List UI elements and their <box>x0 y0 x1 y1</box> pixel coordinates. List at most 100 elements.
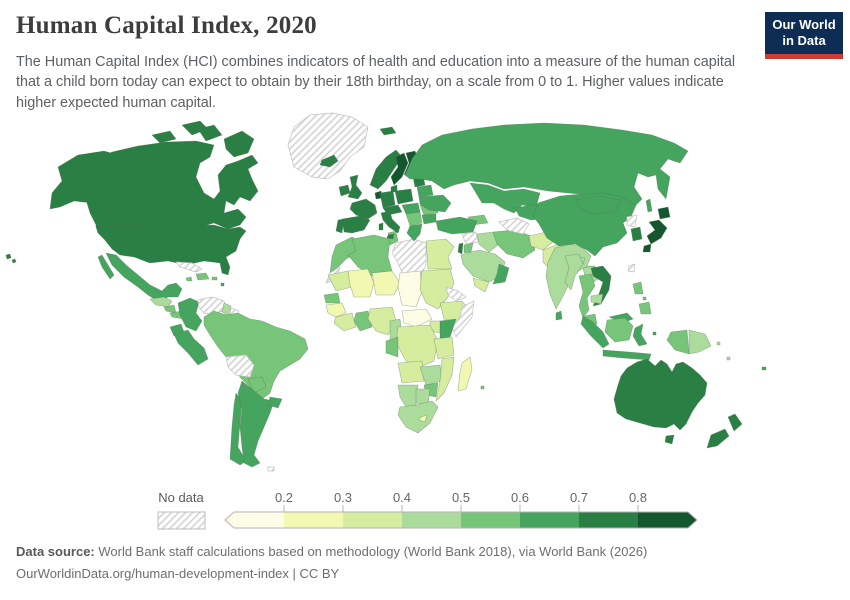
legend-bin-8[interactable] <box>638 512 697 528</box>
country-cote-divoire-liberia[interactable] <box>333 312 357 332</box>
country-myanmar[interactable] <box>564 253 584 291</box>
country-sri-lanka[interactable] <box>555 310 563 321</box>
country-hawaii-dot[interactable] <box>5 253 12 260</box>
country-bulgaria[interactable] <box>421 213 437 225</box>
country-south-africa[interactable] <box>397 400 439 434</box>
country-niger[interactable] <box>371 270 401 296</box>
country-iceland[interactable] <box>319 154 339 168</box>
country-cuba-nodata[interactable] <box>175 261 203 273</box>
country-canada-arctic-island-1[interactable] <box>151 130 177 144</box>
country-new-guinea-west[interactable] <box>666 329 690 355</box>
country-egypt[interactable] <box>425 238 455 270</box>
country-sicily[interactable] <box>386 233 395 240</box>
country-japan-honshu[interactable] <box>646 219 668 245</box>
world-map[interactable] <box>0 105 850 490</box>
country-ireland[interactable] <box>338 184 351 197</box>
country-tanzania[interactable] <box>433 336 455 360</box>
country-new-zealand-north[interactable] <box>727 413 743 432</box>
country-indonesia-borneo[interactable] <box>604 317 634 343</box>
country-guatemala-honduras[interactable] <box>149 296 173 308</box>
country-indonesia-sulawesi[interactable] <box>632 323 648 347</box>
country-ukraine[interactable] <box>418 194 452 213</box>
country-taiwan-nodata[interactable] <box>627 263 636 273</box>
country-philippines-mindanao[interactable] <box>638 301 652 315</box>
country-mexico[interactable] <box>105 252 183 302</box>
country-venezuela-nodata[interactable] <box>197 296 227 316</box>
country-japan-kyushu[interactable] <box>642 243 652 253</box>
country-mongolia[interactable] <box>575 195 622 215</box>
country-paraguay[interactable] <box>247 376 267 394</box>
country-ghana-togo-benin[interactable] <box>353 310 373 332</box>
country-australia[interactable] <box>613 358 708 431</box>
country-lesotho[interactable] <box>418 414 428 423</box>
country-vanuatu[interactable] <box>726 356 731 361</box>
country-iraq[interactable] <box>476 231 500 253</box>
country-mexico-baja[interactable] <box>97 254 115 280</box>
country-indonesia-java[interactable] <box>602 349 652 361</box>
country-chile[interactable] <box>229 392 247 466</box>
country-bolivia-nodata[interactable] <box>225 354 255 378</box>
country-solomon-islands[interactable] <box>716 341 721 346</box>
country-russia[interactable] <box>404 122 689 208</box>
country-indonesia-sumatra[interactable] <box>580 315 610 349</box>
country-papua-new-guinea[interactable] <box>688 329 712 355</box>
country-mozambique[interactable] <box>435 356 455 402</box>
country-united-states[interactable] <box>95 224 247 276</box>
country-guinea[interactable] <box>325 302 347 318</box>
country-canada-victoria-island[interactable] <box>197 124 223 142</box>
country-lesser-antilles[interactable] <box>220 282 225 287</box>
no-data-swatch[interactable] <box>157 511 206 530</box>
country-israel[interactable] <box>457 242 464 255</box>
country-philippines-luzon[interactable] <box>632 281 644 295</box>
country-senegal[interactable] <box>323 292 341 304</box>
country-south-korea[interactable] <box>630 226 643 242</box>
country-svalbard[interactable] <box>379 126 397 136</box>
country-dr-congo[interactable] <box>395 324 439 368</box>
country-sardinia[interactable] <box>378 222 384 231</box>
country-thailand[interactable] <box>578 273 596 319</box>
country-sweden[interactable] <box>390 152 409 186</box>
country-yemen[interactable] <box>472 277 490 293</box>
legend-bin-3[interactable] <box>343 512 402 528</box>
country-falklands-nodata[interactable] <box>267 466 275 472</box>
country-hispaniola[interactable] <box>195 272 210 281</box>
country-turkmenistan-nodata[interactable] <box>498 217 530 235</box>
country-puerto-rico[interactable] <box>211 276 218 281</box>
country-united-kingdom[interactable] <box>347 174 363 200</box>
legend-bin-5[interactable] <box>461 512 520 528</box>
country-uruguay[interactable] <box>267 396 283 409</box>
country-greenland-nodata[interactable] <box>287 112 369 180</box>
country-somalia-nodata[interactable] <box>451 300 475 338</box>
legend-bin-1[interactable] <box>225 512 284 528</box>
country-kazakhstan[interactable] <box>469 182 541 214</box>
country-central-african-republic[interactable] <box>401 308 433 328</box>
country-hawaii-dot-2[interactable] <box>11 258 17 264</box>
legend-bin-6[interactable] <box>520 512 579 528</box>
country-italy[interactable] <box>380 210 401 234</box>
country-colombia[interactable] <box>177 297 203 332</box>
country-canada-baffin-island[interactable] <box>223 130 255 158</box>
country-jamaica[interactable] <box>185 276 193 282</box>
country-mali[interactable] <box>347 268 375 298</box>
country-eritrea-nodata[interactable] <box>445 286 467 302</box>
country-cambodia[interactable] <box>590 293 604 305</box>
country-libya-nodata[interactable] <box>391 238 427 278</box>
country-peru[interactable] <box>173 329 209 366</box>
country-france[interactable] <box>349 198 378 220</box>
country-turkey[interactable] <box>435 216 478 235</box>
country-mauritius[interactable] <box>480 385 485 390</box>
country-new-zealand-south[interactable] <box>706 428 730 449</box>
country-greece[interactable] <box>406 223 423 242</box>
owid-logo[interactable]: Our World in Data <box>765 12 843 59</box>
country-poland[interactable] <box>394 188 414 205</box>
country-gabon-congo[interactable] <box>385 336 399 358</box>
country-tasmania[interactable] <box>664 434 675 445</box>
footer-link[interactable]: OurWorldinData.org/human-development-ind… <box>16 566 340 581</box>
country-germany[interactable] <box>379 190 396 209</box>
country-north-korea-nodata[interactable] <box>626 214 638 228</box>
country-belarus[interactable] <box>416 184 434 198</box>
country-iran[interactable] <box>492 229 536 259</box>
country-zambia[interactable] <box>419 364 443 386</box>
country-philippines-visayas[interactable] <box>642 296 647 301</box>
country-angola[interactable] <box>397 360 425 384</box>
